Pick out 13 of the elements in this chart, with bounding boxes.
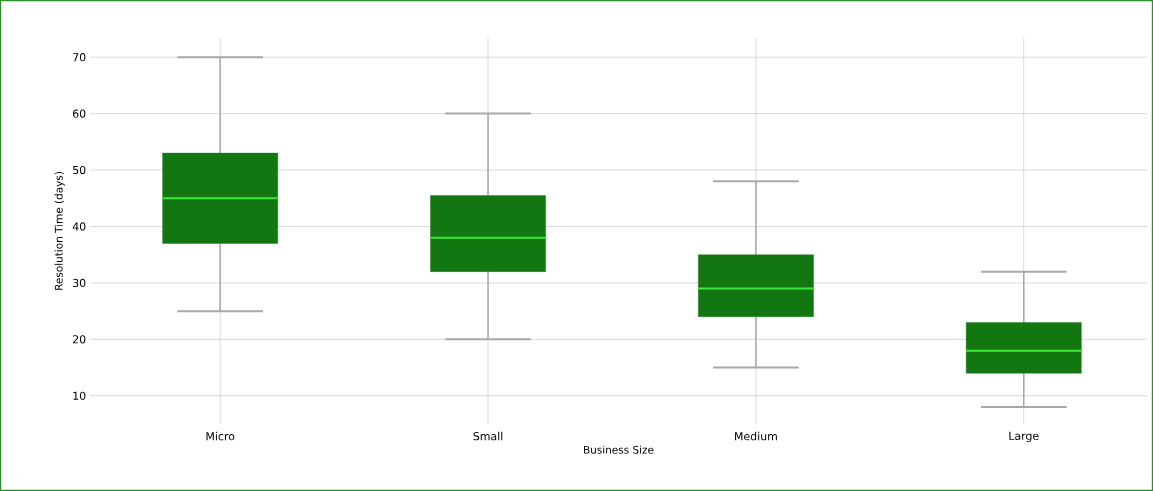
x-tick-label: Micro [206, 431, 235, 441]
y-tick-label: 40 [72, 222, 86, 231]
x-tick-label: Large [1009, 431, 1039, 443]
y-tick-label: 60 [72, 109, 86, 118]
x-axis-title: Business Size [584, 445, 654, 454]
y-tick-label: 50 [73, 165, 86, 175]
y-tick-label: 20 [73, 335, 86, 344]
x-tick-label: Medium [735, 431, 777, 441]
y-tick-label: 10 [73, 391, 86, 400]
y-tick-label: 70 [73, 53, 86, 62]
x-tick-label: Small [473, 431, 503, 441]
y-axis-title: Resolution Time (days) [54, 172, 65, 290]
y-tick-label: 30 [73, 278, 86, 288]
